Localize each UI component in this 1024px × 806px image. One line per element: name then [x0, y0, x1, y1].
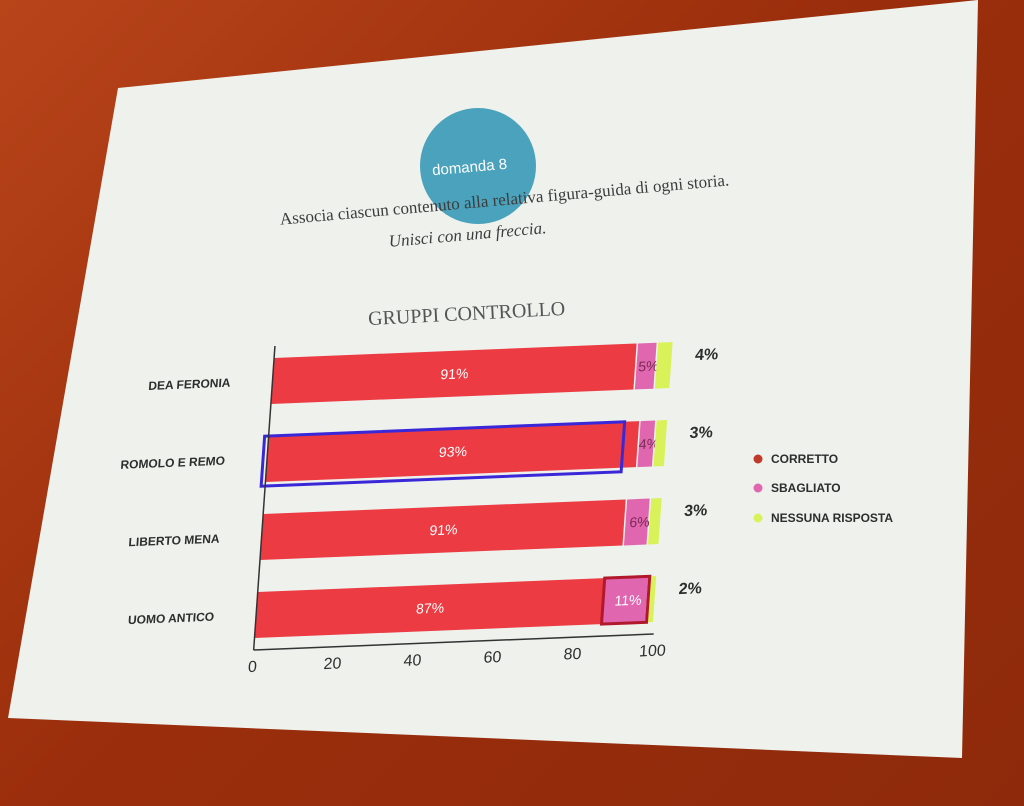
bar-segment-sbagliato — [637, 420, 656, 468]
x-tick-label: 40 — [403, 651, 422, 670]
question-badge — [420, 108, 536, 224]
x-tick-label: 60 — [483, 648, 502, 667]
bar-segment-corretto — [270, 343, 637, 404]
x-tick-label: 0 — [247, 658, 257, 676]
x-tick-label: 80 — [563, 645, 582, 664]
data-label-nessuna: 3% — [689, 423, 713, 442]
data-label-corretto: 91% — [429, 521, 458, 538]
data-label-nessuna: 2% — [678, 579, 702, 598]
highlight-box-correct — [259, 420, 627, 488]
data-label-nessuna: 4% — [694, 345, 718, 364]
data-label-sbagliato: 5% — [638, 358, 659, 375]
bar-segment-sbagliato — [623, 498, 650, 546]
bar-segment-sbagliato — [602, 576, 649, 625]
data-label-nessuna: 3% — [684, 501, 708, 520]
legend-swatch-corretto — [753, 454, 763, 464]
bar-segment-corretto — [259, 499, 626, 560]
legend-label-nessuna: NESSUNA RISPOSTA — [771, 511, 893, 525]
highlight-box-wrong — [599, 574, 652, 626]
legend: CORRETTO SBAGLIATO NESSUNA RISPOSTA — [753, 452, 893, 525]
data-label-corretto: 87% — [416, 600, 445, 617]
legend-label-sbagliato: SBAGLIATO — [771, 481, 841, 495]
bar-segment-corretto — [265, 421, 640, 482]
legend-label-corretto: CORRETTO — [771, 452, 838, 466]
category-label: DEA FERONIA — [148, 376, 231, 393]
x-tick-label: 20 — [323, 654, 342, 673]
y-axis-line — [252, 345, 276, 651]
category-label: UOMO ANTICO — [128, 610, 215, 627]
legend-swatch-sbagliato — [753, 483, 763, 493]
question-badge-label: domanda 8 — [431, 156, 507, 179]
x-tick-label: 100 — [638, 641, 666, 660]
bar-segment-sbagliato — [634, 342, 657, 390]
category-label: LIBERTO MENA — [128, 532, 220, 550]
data-label-sbagliato: 4% — [638, 435, 659, 452]
bar-segment-nessuna — [654, 342, 673, 389]
data-label-sbagliato: 6% — [629, 513, 650, 530]
legend-swatch-nessuna — [753, 513, 763, 523]
bar-segment-nessuna — [647, 498, 662, 545]
data-label-corretto: 93% — [438, 443, 467, 460]
data-label-corretto: 91% — [440, 365, 469, 382]
x-axis-line — [253, 633, 654, 651]
stacked-bar-chart: DEA FERONIA 91% 5% 4% ROMOLO E REMO 93% 4% 3% LI… — [120, 342, 719, 676]
data-label-sbagliato: 11% — [614, 592, 642, 609]
bar-segment-corretto — [254, 578, 605, 638]
category-label: ROMOLO E REMO — [120, 454, 225, 472]
bar-segment-nessuna — [653, 420, 668, 467]
